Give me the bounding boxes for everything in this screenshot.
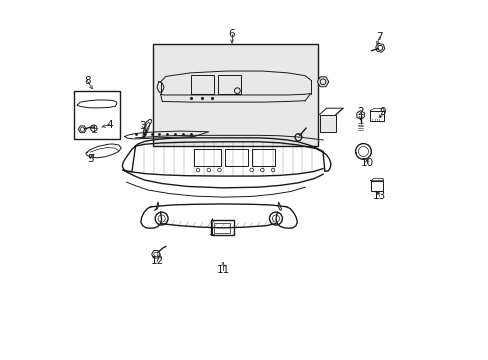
Text: 10: 10 (360, 158, 373, 168)
Bar (190, 75, 214, 94)
Text: 5: 5 (87, 154, 93, 163)
Text: 4: 4 (106, 120, 113, 130)
Bar (153, 44, 317, 146)
Bar (369, 111, 383, 121)
Text: 11: 11 (216, 265, 229, 275)
Bar (194, 149, 221, 166)
Text: 2: 2 (357, 107, 363, 117)
Text: 13: 13 (372, 191, 386, 201)
Text: 3: 3 (139, 121, 145, 131)
Bar (370, 181, 382, 191)
Bar (319, 114, 335, 132)
Text: 12: 12 (150, 256, 163, 266)
Bar (224, 149, 247, 166)
Bar (217, 75, 241, 94)
Bar (251, 149, 274, 166)
Bar (74, 91, 120, 139)
Text: 6: 6 (228, 28, 235, 39)
Bar (210, 220, 233, 235)
Bar (214, 223, 230, 233)
Text: 9: 9 (378, 107, 385, 117)
Text: 8: 8 (84, 76, 90, 86)
Text: 1: 1 (208, 227, 215, 237)
Text: 7: 7 (375, 32, 382, 42)
